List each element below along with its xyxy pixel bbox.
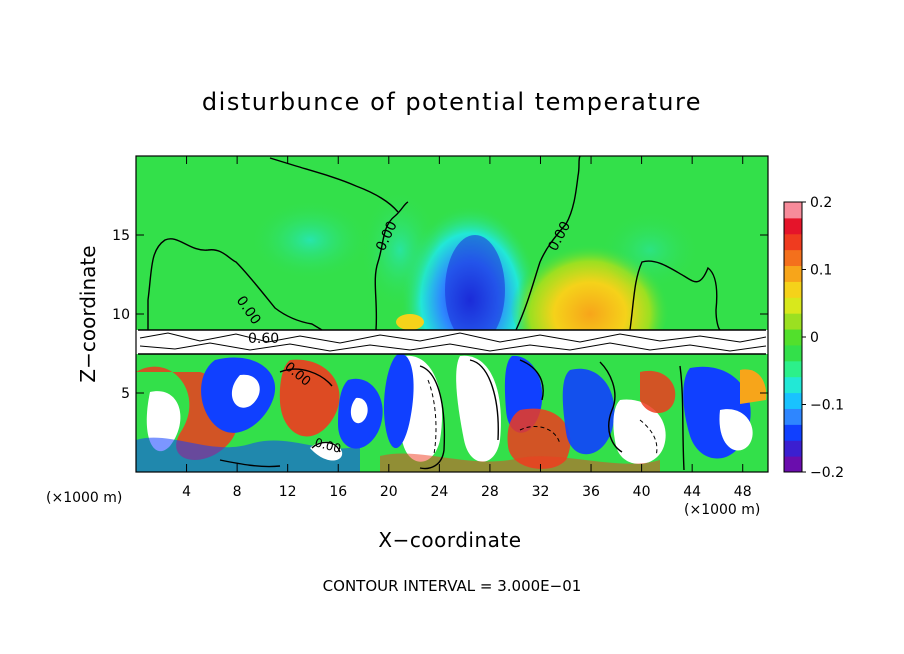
colorbar (784, 202, 802, 473)
x-tick-label: 28 (481, 484, 499, 500)
x-tick-label: 36 (582, 484, 600, 500)
inversion-layer (136, 330, 768, 354)
colorbar-swatch (784, 233, 802, 251)
colorbar-swatch (784, 440, 802, 457)
lower-turbulent-field (136, 353, 768, 472)
colorbar-swatch (784, 281, 802, 298)
colorbar-tick-label: −0.2 (810, 465, 844, 481)
colorbar-swatch (784, 265, 802, 282)
colorbar-tick-label: 0.2 (810, 195, 832, 211)
contour-label: 0.60 (248, 331, 279, 347)
x-tick-label: 32 (532, 484, 550, 500)
contour-lines (138, 156, 766, 471)
colorbar-tick-label: 0 (810, 330, 819, 346)
colorbar-swatch (784, 329, 802, 346)
x-tick-label: 12 (279, 484, 297, 500)
colorbar-tick-label: 0.1 (810, 263, 832, 279)
y-tick-label: 15 (112, 228, 130, 244)
colorbar-swatch (784, 249, 802, 267)
x-tick-label: 40 (633, 484, 651, 500)
colorbar-swatch (784, 408, 802, 425)
x-tick-label: 44 (683, 484, 701, 500)
x-axis-label: X−coordinate (378, 528, 522, 552)
x-tick-label: 8 (233, 484, 242, 500)
colorbar-swatch (784, 392, 802, 409)
x-unit-label-right: (×1000 m) (684, 502, 761, 518)
contour-label: 0.00 (313, 435, 342, 455)
x-tick-label: 48 (734, 484, 752, 500)
colorbar-tick-label: −0.1 (810, 398, 844, 414)
chart-title: disturbunce of potential temperature (201, 88, 703, 116)
y-axis-ticks: 5 10 15 (112, 228, 768, 402)
x-unit-label-left: (×1000 m) (46, 490, 123, 506)
x-tick-label: 24 (430, 484, 448, 500)
x-tick-label: 4 (182, 484, 191, 500)
colorbar-ticks: 0.2 0.1 0 −0.1 −0.2 (802, 195, 844, 481)
y-tick-label: 10 (112, 307, 130, 323)
x-tick-label: 16 (329, 484, 347, 500)
colorbar-swatch (784, 202, 802, 219)
colorbar-swatch (784, 456, 802, 473)
x-axis-ticks: 4 8 12 16 20 24 28 32 36 40 44 48 (182, 156, 752, 500)
colorbar-swatch (784, 217, 802, 235)
colorbar-swatch (784, 360, 802, 378)
colorbar-swatch (784, 424, 802, 441)
colorbar-swatch (784, 376, 802, 394)
y-tick-label: 5 (121, 386, 130, 402)
contour-interval-note: CONTOUR INTERVAL = 3.000E−01 (322, 577, 582, 595)
colorbar-swatch (784, 313, 802, 330)
negative-contours (427, 379, 658, 457)
x-tick-label: 20 (380, 484, 398, 500)
colorbar-swatch (784, 297, 802, 314)
heatmap-field (136, 156, 768, 472)
colorbar-swatch (784, 344, 802, 362)
